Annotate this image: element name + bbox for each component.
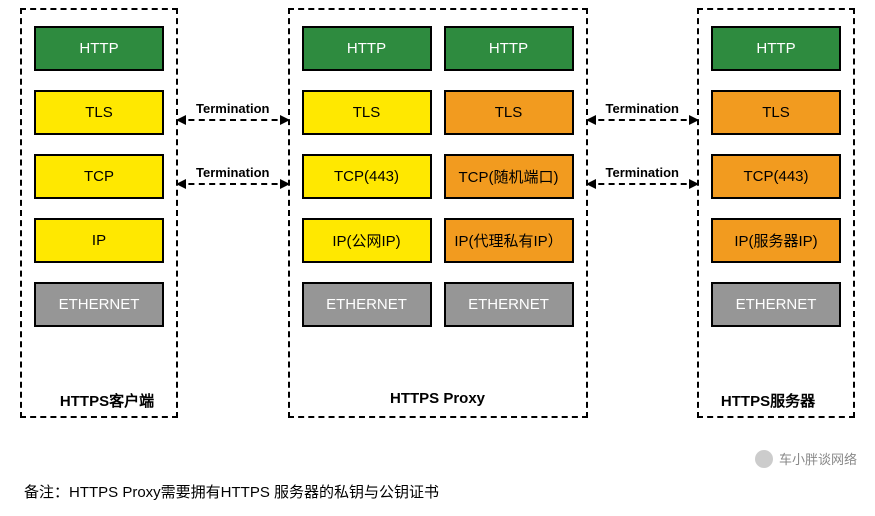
server-tcp443-cell: TCP(443) (711, 154, 841, 199)
group-proxy: HTTP TLS TCP(443) IP(公网IP) ETHERNET HTTP TLS TC… (288, 8, 588, 418)
client-tcp-cell: TCP (34, 154, 164, 199)
server-stack-0: HTTP TLS TCP(443) IP(服务器IP) ETHERNET (711, 26, 841, 408)
watermark-text: 车小胖谈网络 (779, 449, 857, 468)
proxy-stack-0: HTTP TLS TCP(443) IP(公网IP) ETHERNET (302, 26, 432, 408)
proxy-ethernet-cell: ETHERNET (444, 282, 574, 327)
proxy-ipip-cell: IP(公网IP) (302, 218, 432, 263)
proxy-stack-1: HTTP TLS TCP(随机端口) IP(代理私有IP） ETHERNET (444, 26, 574, 408)
client-stack-0: HTTP TLS TCP IP ETHERNET (34, 26, 164, 408)
proxy-tcp-cell: TCP(随机端口) (444, 154, 574, 199)
client-ethernet-cell: ETHERNET (34, 282, 164, 327)
diagram-root: HTTP TLS TCP IP ETHERNET HTTP TLS TCP(443) IP(公… (20, 8, 855, 418)
label-proxy: HTTPS Proxy (194, 390, 681, 411)
proxy-tls-cell: TLS (302, 90, 432, 135)
proxy-ethernet-cell: ETHERNET (302, 282, 432, 327)
footnote: 备注：HTTPS Proxy需要拥有HTTPS 服务器的私钥与公钥证书 (24, 481, 439, 502)
proxy-tcp443-cell: TCP(443) (302, 154, 432, 199)
client-ip-cell: IP (34, 218, 164, 263)
group-client: HTTP TLS TCP IP ETHERNET (20, 8, 178, 418)
group-labels: HTTPS客户端 HTTPS Proxy HTTPS服务器 (20, 390, 855, 411)
proxy-ipip-cell: IP(代理私有IP） (444, 218, 574, 263)
label-server: HTTPS服务器 (681, 390, 855, 411)
server-http-cell: HTTP (711, 26, 841, 71)
watermark: 车小胖谈网络 (755, 449, 857, 468)
server-ethernet-cell: ETHERNET (711, 282, 841, 327)
server-ipip-cell: IP(服务器IP) (711, 218, 841, 263)
proxy-tls-cell: TLS (444, 90, 574, 135)
proxy-http-cell: HTTP (444, 26, 574, 71)
client-http-cell: HTTP (34, 26, 164, 71)
wechat-icon (755, 450, 773, 468)
label-client: HTTPS客户端 (20, 390, 194, 411)
proxy-http-cell: HTTP (302, 26, 432, 71)
client-tls-cell: TLS (34, 90, 164, 135)
group-server: HTTP TLS TCP(443) IP(服务器IP) ETHERNET (697, 8, 855, 418)
server-tls-cell: TLS (711, 90, 841, 135)
